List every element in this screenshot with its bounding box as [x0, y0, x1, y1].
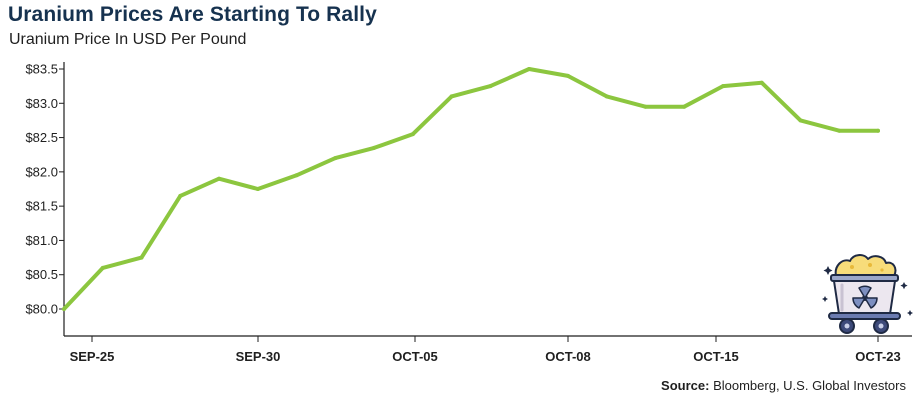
- data-point: [449, 94, 454, 99]
- data-point: [333, 156, 338, 161]
- x-tick-label: OCT-23: [855, 349, 901, 364]
- data-point: [139, 255, 144, 260]
- y-tick-label: $81.5: [25, 199, 58, 214]
- y-axis: $80.0 $80.5 $81.0 $81.5 $82.0 $82.5 $83.0 $83.5: [25, 62, 65, 336]
- data-point: [294, 173, 299, 178]
- data-point: [876, 128, 880, 133]
- uranium-mine-cart-icon: [822, 254, 913, 334]
- data-point: [682, 104, 687, 109]
- y-tick-label: $83.5: [25, 62, 58, 77]
- source-label: Source:: [661, 378, 710, 393]
- y-tick-label: $80.0: [25, 302, 58, 317]
- data-point: [643, 104, 648, 109]
- data-point: [565, 73, 570, 78]
- data-point: [837, 128, 842, 133]
- data-point: [604, 94, 609, 99]
- chart-subtitle: Uranium Price In USD Per Pound: [9, 31, 247, 48]
- data-point: [100, 265, 105, 270]
- data-point: [410, 132, 415, 137]
- source-note: Source: Bloomberg, U.S. Global Investors: [661, 378, 906, 393]
- data-point: [178, 193, 183, 198]
- x-tick-label: SEP-25: [70, 349, 115, 364]
- x-tick-label: SEP-30: [236, 349, 281, 364]
- series-line: [62, 67, 880, 311]
- data-point: [62, 307, 66, 311]
- chart-title: Uranium Prices Are Starting To Rally: [8, 3, 377, 26]
- y-tick-label: $80.5: [25, 267, 58, 282]
- data-point: [255, 187, 260, 191]
- data-point: [372, 145, 377, 150]
- data-point: [527, 67, 532, 71]
- x-tick-label: OCT-15: [693, 349, 739, 364]
- y-tick-label: $82.5: [25, 130, 58, 145]
- data-point: [759, 80, 764, 85]
- y-tick-label: $83.0: [25, 96, 58, 111]
- data-point: [488, 84, 493, 89]
- y-tick-label: $81.0: [25, 233, 58, 248]
- data-point: [798, 118, 803, 123]
- y-tick-label: $82.0: [25, 164, 58, 179]
- x-tick-label: OCT-08: [545, 349, 591, 364]
- x-tick-label: OCT-05: [392, 349, 438, 364]
- x-axis: SEP-25 SEP-30 OCT-05 OCT-08 OCT-15 OCT-23: [64, 335, 912, 364]
- data-point: [217, 176, 221, 181]
- data-point: [721, 84, 725, 89]
- source-text: Bloomberg, U.S. Global Investors: [713, 378, 906, 393]
- series: [62, 67, 880, 311]
